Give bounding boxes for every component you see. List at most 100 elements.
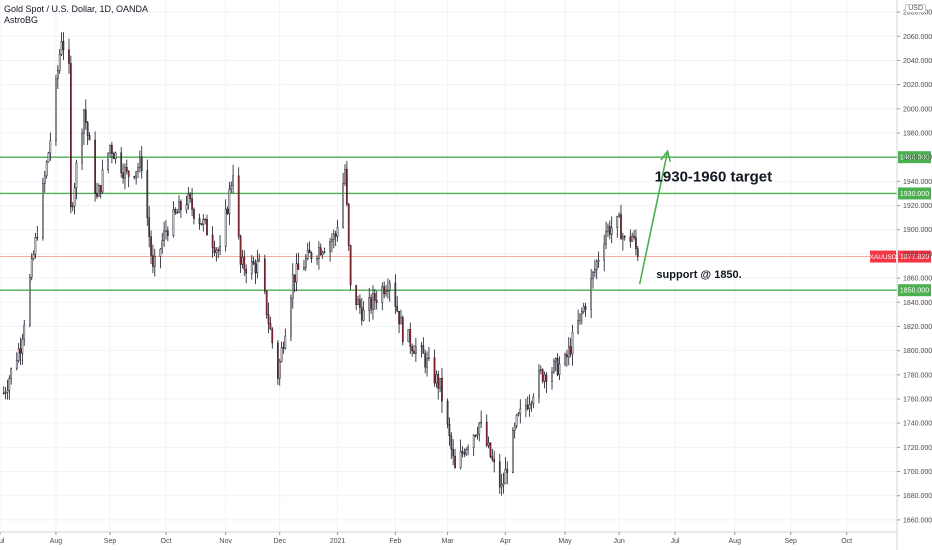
candle-up	[4, 392, 7, 394]
candle-down	[271, 328, 274, 344]
candle-down	[454, 455, 456, 469]
candle-down	[373, 293, 376, 301]
time-tick-label: May	[558, 538, 572, 545]
candle-up	[594, 268, 596, 273]
candle-up	[362, 310, 365, 321]
annotations: 1930-1960 target support @ 1850.	[638, 149, 772, 285]
candle-up	[81, 132, 83, 164]
candle-up	[290, 297, 292, 337]
candle-up	[75, 162, 78, 188]
chart-grid	[0, 0, 897, 532]
candle-down	[191, 198, 193, 210]
candle-up	[590, 278, 593, 310]
candle-up	[577, 320, 579, 333]
candle-up	[517, 413, 520, 416]
candle-up	[329, 241, 331, 252]
candle-down	[620, 214, 622, 240]
candle-down	[629, 236, 632, 242]
price-tick-label: 1980.000	[903, 131, 932, 138]
candle-up	[476, 433, 479, 436]
candle-down	[584, 306, 587, 310]
candle-up	[187, 194, 190, 205]
price-tick-label: 2080.000	[903, 10, 932, 17]
candle-down	[245, 268, 248, 274]
candle-down	[166, 230, 169, 236]
price-tick-label: 2040.000	[903, 58, 932, 65]
candle-up	[228, 188, 231, 214]
currency-badge[interactable]: USD	[905, 4, 926, 13]
price-tick-label: 2060.000	[903, 34, 932, 41]
candle-down	[217, 249, 220, 252]
candle-down	[463, 452, 466, 455]
candle-up	[109, 145, 111, 154]
candle-down	[310, 252, 313, 260]
candle-up	[567, 346, 570, 358]
level-price-label: 1850.000	[900, 288, 929, 295]
time-tick-label: Jul	[0, 538, 5, 545]
candle-up	[487, 442, 490, 446]
candle-up	[241, 256, 244, 265]
last-price-tag	[898, 250, 931, 263]
candle-up	[381, 286, 384, 303]
price-tick-label: 1680.000	[903, 493, 932, 500]
time-tick-label: Sep	[784, 538, 797, 545]
time-tick-label: Dec	[274, 538, 287, 545]
candle-up	[388, 282, 391, 291]
candle-up	[357, 299, 359, 305]
candle-up	[124, 167, 126, 179]
candle-up	[435, 374, 438, 384]
candle-up	[428, 357, 430, 359]
candle-up	[55, 78, 57, 141]
candle-up	[515, 414, 518, 427]
candle-down	[19, 348, 22, 354]
time-tick-label: Oct	[841, 538, 852, 545]
time-tick-label: Feb	[389, 538, 401, 545]
candle-down	[293, 274, 296, 283]
candle-down	[297, 263, 300, 270]
candle-down	[176, 212, 179, 214]
candle-down	[411, 346, 413, 352]
candle-up	[163, 230, 165, 242]
symbol-tag	[870, 250, 896, 263]
horizontal-levels: 1960.000 1930.000 1850.000 XAUUSD 1877.820	[0, 151, 931, 297]
candle-up	[295, 263, 298, 283]
candle-up	[306, 249, 309, 259]
price-tick-label: 1900.000	[903, 227, 932, 234]
candle-up	[459, 451, 462, 469]
candle-down	[146, 170, 149, 218]
price-tick-label: 1780.000	[903, 372, 932, 379]
candle-down	[569, 346, 572, 355]
candle-down	[68, 49, 70, 64]
candle-down	[254, 263, 257, 274]
candle-up	[571, 332, 574, 355]
candle-up	[336, 226, 339, 237]
candle-down	[424, 353, 427, 368]
candle-down	[140, 156, 143, 171]
candle-up	[530, 402, 533, 405]
candle-down	[633, 235, 635, 238]
candle-up	[30, 258, 33, 278]
candle-up	[500, 484, 503, 488]
time-tick-label: Oct	[161, 538, 172, 545]
candle-down	[349, 245, 352, 286]
candle-down	[152, 255, 154, 267]
candle-down	[269, 323, 272, 330]
candle-down	[401, 317, 404, 343]
candle-down	[608, 226, 611, 235]
candle-up	[407, 329, 410, 343]
candle-up	[318, 247, 320, 259]
candle-down	[174, 208, 177, 213]
candle-down	[70, 63, 72, 208]
chart-annotation-text: support @ 1850.	[656, 269, 741, 281]
candle-down	[120, 152, 123, 174]
candle-down	[375, 300, 378, 303]
candle-down	[125, 167, 128, 172]
candle-down	[36, 236, 39, 239]
candle-down	[252, 261, 255, 265]
candle-down	[635, 237, 637, 250]
candle-down	[556, 357, 559, 376]
candle-up	[342, 183, 344, 228]
candle-up	[56, 70, 59, 80]
candle-up	[605, 231, 607, 245]
